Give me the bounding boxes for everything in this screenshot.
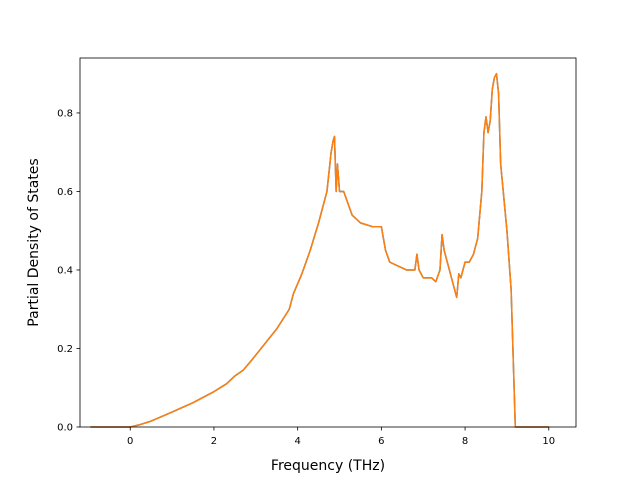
y-tick-label: 0.6	[57, 187, 73, 198]
y-axis-label: Partial Density of States	[26, 158, 42, 326]
x-axis-label: Frequency (THz)	[271, 458, 385, 474]
y-tick-label: 0.4	[57, 265, 73, 276]
x-tick-label: 4	[294, 436, 300, 447]
y-tick-label: 0.2	[57, 344, 73, 355]
series-group	[90, 72, 549, 428]
ticks-group: 0 2 4 6 8 10 0.0 0.2 0.4 0.6 0.8	[57, 108, 555, 447]
x-tick-label: 10	[542, 436, 555, 447]
plot-frame	[79, 57, 577, 428]
x-tick-label: 2	[211, 436, 217, 447]
y-tick-label: 0.0	[57, 423, 73, 434]
y-tick-label: 0.8	[57, 108, 73, 119]
x-tick-label: 6	[378, 436, 384, 447]
series-line-1	[90, 72, 549, 428]
x-tick-label: 0	[127, 436, 133, 447]
series-line-2	[90, 72, 549, 428]
x-tick-label: 8	[462, 436, 468, 447]
